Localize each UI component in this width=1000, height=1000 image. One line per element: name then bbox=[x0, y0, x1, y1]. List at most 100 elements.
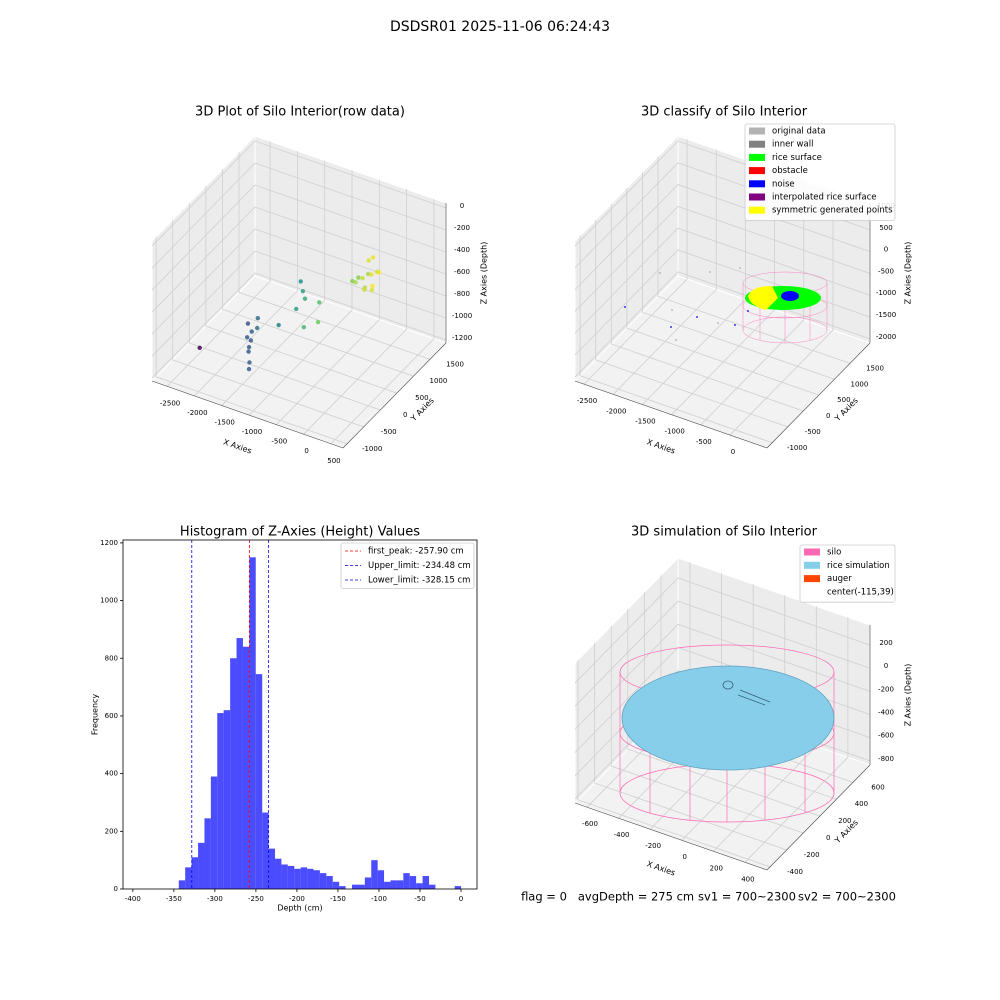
x-tick-label: -50 bbox=[414, 895, 425, 903]
legend-label: symmetric generated points bbox=[772, 206, 893, 216]
z-tick-label: 0 bbox=[884, 662, 888, 670]
status-flag: flag = 0 bbox=[521, 890, 567, 904]
legend-label: Lower_limit: -328.15 cm bbox=[368, 576, 470, 586]
hist-bar bbox=[371, 860, 378, 889]
legend-label: noise bbox=[772, 179, 795, 189]
point bbox=[246, 349, 251, 354]
legend-label: center(-115,39) bbox=[827, 587, 894, 597]
z-tick-label: 200 bbox=[879, 639, 892, 647]
z-tick-label: -600 bbox=[454, 268, 470, 276]
point bbox=[197, 345, 202, 351]
legend-label: interpolated rice surface bbox=[772, 193, 877, 203]
y-grid-line bbox=[579, 235, 773, 444]
hist-bar bbox=[332, 881, 340, 889]
y-tick-label: 500 bbox=[837, 396, 850, 404]
legend-swatch bbox=[749, 127, 765, 135]
noise-dots bbox=[624, 306, 749, 328]
hist-bar bbox=[416, 883, 423, 889]
y-grid-line bbox=[577, 659, 771, 868]
legend-box bbox=[340, 542, 475, 589]
legend-label: auger bbox=[827, 574, 852, 584]
decoration bbox=[619, 267, 835, 823]
hist-bar bbox=[358, 884, 365, 889]
x-tick-label: 0 bbox=[683, 853, 687, 861]
z-grid-line bbox=[151, 228, 447, 335]
z-grid-line bbox=[574, 184, 871, 290]
z-grid-line bbox=[574, 205, 871, 312]
legend-label: original data bbox=[772, 127, 826, 137]
point bbox=[248, 338, 254, 343]
hist-bar bbox=[429, 884, 436, 889]
x-tick-label: -400 bbox=[614, 831, 630, 839]
hist-bar bbox=[217, 713, 224, 889]
point bbox=[362, 287, 367, 292]
legend-swatch bbox=[749, 180, 765, 188]
z-grid-line bbox=[151, 184, 447, 291]
y-tick-label: 1000 bbox=[100, 597, 118, 605]
axis-line bbox=[766, 764, 871, 871]
y-tick-label: -1000 bbox=[787, 444, 807, 452]
y-tick-label: 200 bbox=[838, 817, 851, 825]
x-tick-label: -1000 bbox=[664, 428, 684, 436]
y-grid-line bbox=[188, 203, 381, 411]
x-tick-label: -1000 bbox=[242, 428, 262, 436]
hist-bar bbox=[403, 873, 410, 889]
x-grid-line bbox=[330, 198, 435, 445]
z-grid-line bbox=[574, 623, 871, 730]
hist-bar bbox=[294, 868, 301, 889]
z-axis-label: Z Axies (Depth) bbox=[480, 242, 489, 305]
chart-title: Histogram of Z-Axies (Height) Values bbox=[180, 525, 420, 540]
z-tick-label: -1500 bbox=[876, 311, 896, 319]
z-tick-label: -800 bbox=[454, 290, 470, 298]
legend-label: obstacle bbox=[772, 166, 808, 176]
y-tick-label: 500 bbox=[415, 394, 428, 402]
hist-bar bbox=[236, 638, 243, 889]
x-grid-line bbox=[303, 189, 408, 435]
original-dots bbox=[659, 267, 741, 341]
z-grid-line bbox=[574, 227, 871, 334]
z-tick-label: -600 bbox=[878, 732, 894, 740]
hist-bar bbox=[223, 710, 231, 889]
y-grid-line bbox=[205, 186, 397, 394]
hist-bar bbox=[198, 842, 205, 889]
y-tick-label: -200 bbox=[804, 851, 820, 859]
x-tick-label: -500 bbox=[696, 438, 712, 446]
axis-line bbox=[151, 380, 344, 449]
y-tick-label: 0 bbox=[826, 834, 830, 842]
chart-title: 3D Plot of Silo Interior(row data) bbox=[195, 105, 405, 120]
y-grid-line bbox=[172, 219, 364, 428]
legend-label: inner wall bbox=[772, 140, 813, 150]
point bbox=[255, 315, 260, 321]
point bbox=[374, 269, 380, 274]
legend-label: rice simulation bbox=[827, 561, 890, 571]
x-tick-label: 200 bbox=[710, 864, 723, 872]
axis-line bbox=[766, 342, 871, 449]
point bbox=[366, 258, 371, 263]
noise-cluster bbox=[781, 291, 799, 301]
z-tick-label: -400 bbox=[878, 709, 894, 717]
x-grid-line bbox=[248, 170, 353, 416]
hist-bar bbox=[287, 865, 295, 889]
y-grid-line bbox=[594, 642, 787, 851]
hist-bar bbox=[364, 877, 372, 889]
x-tick-label: 0 bbox=[731, 448, 735, 456]
legend-box bbox=[799, 544, 896, 603]
x-grid-line bbox=[276, 179, 380, 425]
x-grid-line bbox=[166, 141, 271, 387]
x-tick-label: -2500 bbox=[160, 399, 180, 407]
legend-swatch bbox=[804, 575, 820, 583]
hist-bar bbox=[377, 870, 385, 889]
x-tick-label: -350 bbox=[166, 895, 182, 903]
x-tick-label: -1500 bbox=[635, 418, 655, 426]
z-tick-label: -800 bbox=[878, 755, 894, 763]
legend-swatch bbox=[749, 153, 765, 161]
hist-bar bbox=[409, 876, 417, 889]
z-grid-line bbox=[151, 250, 447, 357]
plot-area bbox=[123, 540, 477, 889]
chart-title: 3D simulation of Silo Interior bbox=[631, 525, 818, 540]
point bbox=[244, 335, 250, 340]
hist-bar bbox=[396, 880, 404, 889]
hist-bar bbox=[390, 880, 397, 889]
symmetric-points bbox=[748, 286, 778, 310]
z-tick-label: -1200 bbox=[452, 334, 472, 342]
